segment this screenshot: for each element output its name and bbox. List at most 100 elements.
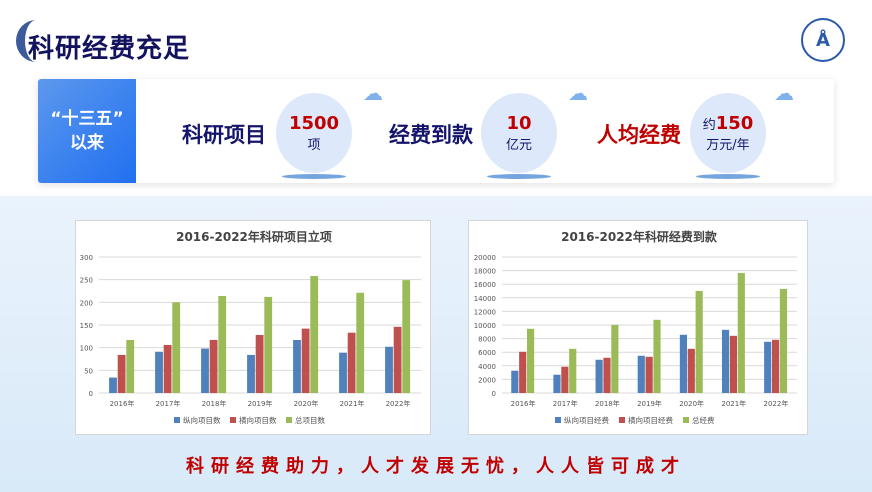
bubble-shadow [487,174,551,179]
stat-unit: 项 [307,138,321,153]
bar-2-2019年 [645,356,653,393]
cloud-icon: ☁ [568,81,588,105]
x-tick-label: 2020年 [679,399,704,408]
bar-2-2016年 [519,351,527,393]
x-tick-label: 2022年 [764,399,789,408]
bar-2-2018年 [603,357,611,393]
legend-swatch [286,417,292,423]
legend-label: 纵向项目数 [183,415,221,425]
y-tick-label: 14000 [474,295,496,303]
legend-swatch [230,417,236,423]
bar-1-2018年 [595,359,603,393]
legend-label: 横向项目数 [239,415,277,425]
bar-2-2022年 [771,339,780,393]
bar-3-2019年 [653,319,661,393]
footer-slogan: 科研经费助力，人才发展无忧，人人皆可成才 [186,456,686,477]
y-tick-label: 200 [80,299,93,307]
y-tick-label: 4000 [478,363,496,371]
x-tick-label: 2020年 [294,399,319,408]
bar-1-2021年 [339,352,347,393]
y-tick-label: 16000 [474,281,496,289]
y-tick-label: 10000 [474,322,496,330]
chart-funding: 2016-2022年科研经费到款 0 2000 4000 6000 8000 10000 12… [468,220,808,435]
school-logo: Å [801,18,845,62]
bar-1-2022年 [764,341,772,393]
bar-3-2016年 [126,339,135,393]
x-tick-label: 2016年 [110,399,135,408]
y-tick-label: 0 [89,390,93,398]
bubble-shadow [282,174,346,179]
bubble-shadow [696,174,760,179]
bar-1-2016年 [511,370,519,393]
y-tick-label: 0 [492,390,496,398]
stat-label-funding: 经费到款 [389,123,473,147]
page-title: 科研经费充足 [28,34,191,64]
bar-1-2017年 [155,351,163,393]
x-tick-label: 2018年 [595,399,620,408]
y-tick-label: 12000 [474,308,496,316]
legend-swatch [619,417,625,423]
x-tick-label: 2021年 [340,399,365,408]
x-tick-label: 2017年 [156,399,181,408]
title-arc-decoration [16,20,56,62]
bar-2-2020年 [687,348,695,393]
y-tick-label: 18000 [474,268,496,276]
stats-panel: “十三五” 以来 科研项目 ☁ 1500 项 经费到款 ☁ 10 亿元 人均经费… [38,79,834,183]
y-tick-label: 100 [80,345,93,353]
stat-value: 10 [506,113,532,134]
bar-3-2020年 [310,276,319,393]
bar-3-2016年 [527,328,535,393]
x-tick-label: 2018年 [202,399,227,408]
x-tick-label: 2019年 [637,399,662,408]
x-tick-label: 2016年 [511,399,536,408]
bar-2-2017年 [561,366,569,393]
chart-projects-svg: 2016-2022年科研项目立项 0 50 100 150 200 250 300 2016年 2… [80,229,421,425]
y-tick-label: 150 [80,322,93,330]
bar-1-2018年 [201,348,209,393]
y-tick-label: 20000 [474,254,496,262]
legend-swatch [683,417,689,423]
x-tick-label: 2019年 [248,399,273,408]
bar-2-2018年 [209,339,218,393]
stat-label-projects: 科研项目 [182,123,266,147]
bar-2-2021年 [729,335,738,393]
chart-funding-svg: 2016-2022年科研经费到款 0 2000 4000 6000 8000 10000 12… [474,229,797,425]
bar-1-2020年 [293,339,301,393]
bar-3-2018年 [218,295,227,393]
legend-swatch [555,417,561,423]
stat-unit: 万元/年 [706,138,750,153]
bar-3-2018年 [611,324,619,393]
x-tick-label: 2017年 [553,399,578,408]
bar-1-2021年 [721,329,730,393]
bar-3-2022年 [402,280,411,393]
chart-projects: 2016-2022年科研项目立项 0 50 100 150 200 250 300 2016年 2… [75,220,431,435]
y-tick-label: 2000 [478,376,496,384]
chart-title: 2016-2022年科研项目立项 [176,229,332,244]
y-tick-label: 250 [80,277,93,285]
bar-1-2022年 [385,346,393,393]
bar-1-2019年 [637,355,645,393]
bar-1-2019年 [247,354,255,393]
bar-2-2019年 [255,334,264,393]
bar-2-2017年 [163,344,172,393]
y-tick-label: 6000 [478,349,496,357]
cloud-icon: ☁ [363,81,383,105]
x-tick-label: 2022年 [386,399,411,408]
bar-3-2022年 [779,288,788,393]
bar-2-2016年 [117,354,126,393]
legend-label: 纵向项目经费 [564,415,609,425]
stat-prefix: 约 [702,118,716,133]
bar-3-2019年 [264,296,273,393]
since-badge: “十三五” 以来 [38,79,136,183]
stat-bubble-funding: 10 亿元 [481,93,557,173]
bar-3-2021年 [737,272,745,393]
bar-2-2022年 [393,326,402,393]
stat-value-row: 约150 [703,113,754,134]
stat-bubble-per-capita: 约150 万元/年 [690,93,766,173]
bar-1-2017年 [553,374,561,393]
legend-label: 横向项目经费 [628,415,673,425]
legend-swatch [174,417,180,423]
cloud-icon: ☁ [774,81,794,105]
y-tick-label: 8000 [478,336,496,344]
stat-value: 150 [715,113,754,134]
